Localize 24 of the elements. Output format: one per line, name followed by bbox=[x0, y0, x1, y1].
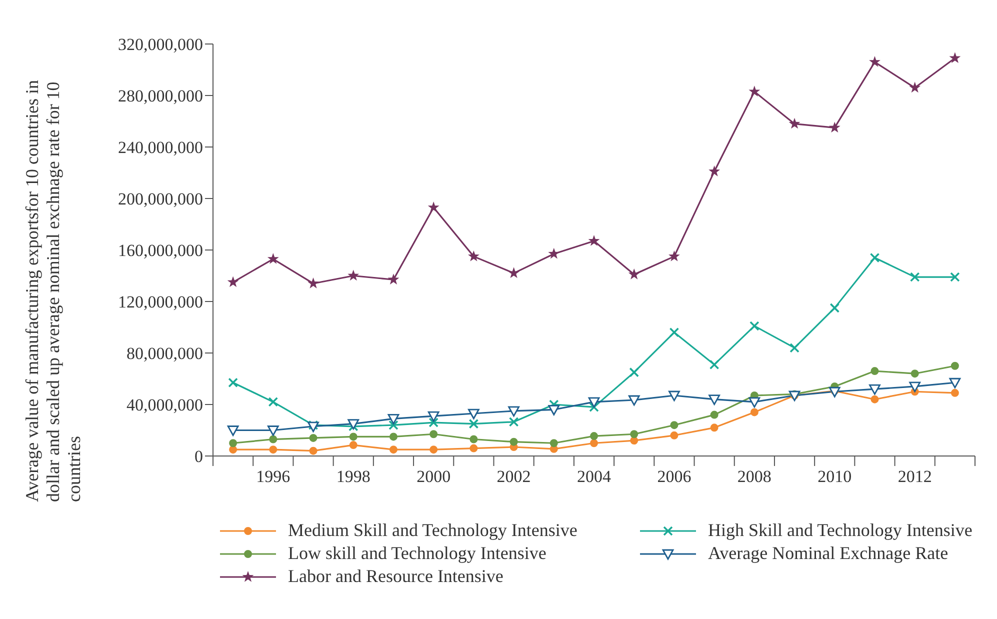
legend-label: Low skill and Technology Intensive bbox=[288, 543, 546, 564]
legend-label: Medium Skill and Technology Intensive bbox=[288, 520, 578, 541]
x-tick-label: 2002 bbox=[496, 467, 531, 486]
y-tick-label: 240,000,000 bbox=[118, 138, 203, 158]
legend-label: Labor and Resource Intensive bbox=[288, 566, 504, 587]
x-tick-label: 2012 bbox=[898, 467, 932, 486]
y-tick-label: 0 bbox=[194, 447, 203, 466]
y-tick-label: 40,000,000 bbox=[126, 396, 203, 415]
y-tick-label: 320,000,000 bbox=[118, 35, 203, 54]
y-tick-label: 280,000,000 bbox=[118, 86, 203, 106]
legend-label: Average Nominal Exchnage Rate bbox=[708, 543, 948, 564]
x-tick-label: 2010 bbox=[818, 467, 852, 486]
x-tick-label: 2006 bbox=[657, 467, 692, 486]
y-tick-label: 160,000,000 bbox=[118, 241, 203, 260]
x-tick-label: 2000 bbox=[416, 467, 451, 486]
y-tick-label: 120,000,000 bbox=[118, 292, 203, 312]
x-tick-label: 2004 bbox=[577, 467, 612, 486]
legend-label: High Skill and Technology Intensive bbox=[708, 520, 972, 541]
y-tick-label: 80,000,000 bbox=[126, 344, 203, 364]
x-tick-label: 1996 bbox=[256, 467, 290, 486]
x-tick-label: 2008 bbox=[737, 467, 772, 486]
y-axis-title: Average value of manufacturing exportsfor 10 countries in dollar and scaled up average nominal exchnage rate for 10 countries bbox=[22, 80, 84, 502]
y-tick-label: 200,000,000 bbox=[118, 190, 203, 209]
x-tick-label: 1998 bbox=[336, 467, 370, 486]
